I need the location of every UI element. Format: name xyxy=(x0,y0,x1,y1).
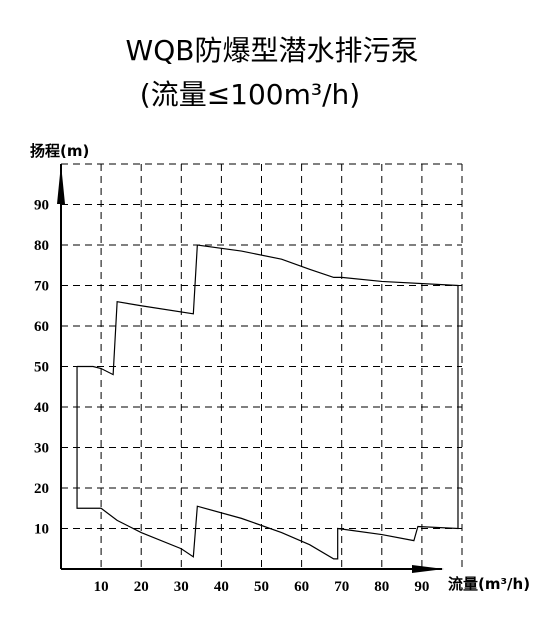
envelope-line xyxy=(76,244,459,560)
y-axis-arrow xyxy=(57,164,65,204)
y-tick-label: 50 xyxy=(34,360,49,376)
x-tick-label: 50 xyxy=(254,579,269,595)
x-tick-label: 40 xyxy=(214,579,229,595)
x-tick-label: 60 xyxy=(294,579,309,595)
y-tick-label: 20 xyxy=(34,481,49,497)
y-tick-label: 70 xyxy=(34,279,49,295)
x-tick-label: 80 xyxy=(374,579,389,595)
x-tick-label: 20 xyxy=(134,579,149,595)
y-tick-label: 40 xyxy=(34,400,49,416)
chart-title: WQB防爆型潜水排污泵 xyxy=(126,34,419,67)
y-tick-label: 90 xyxy=(34,198,49,214)
y-tick-label: 10 xyxy=(34,522,49,538)
y-tick-label: 30 xyxy=(34,441,49,457)
y-tick-label: 80 xyxy=(34,238,49,254)
x-tick-label: 90 xyxy=(414,579,429,595)
x-axis-arrow xyxy=(412,565,444,573)
y-tick-label: 60 xyxy=(34,319,49,335)
chart-subtitle: (流量≤100m³/h) xyxy=(140,78,360,111)
y-axis-label: 扬程(m) xyxy=(30,142,89,160)
x-tick-label: 10 xyxy=(94,579,109,595)
x-tick-label: 30 xyxy=(174,579,189,595)
x-tick-label: 70 xyxy=(334,579,349,595)
x-axis-label: 流量(m³/h) xyxy=(448,575,530,593)
